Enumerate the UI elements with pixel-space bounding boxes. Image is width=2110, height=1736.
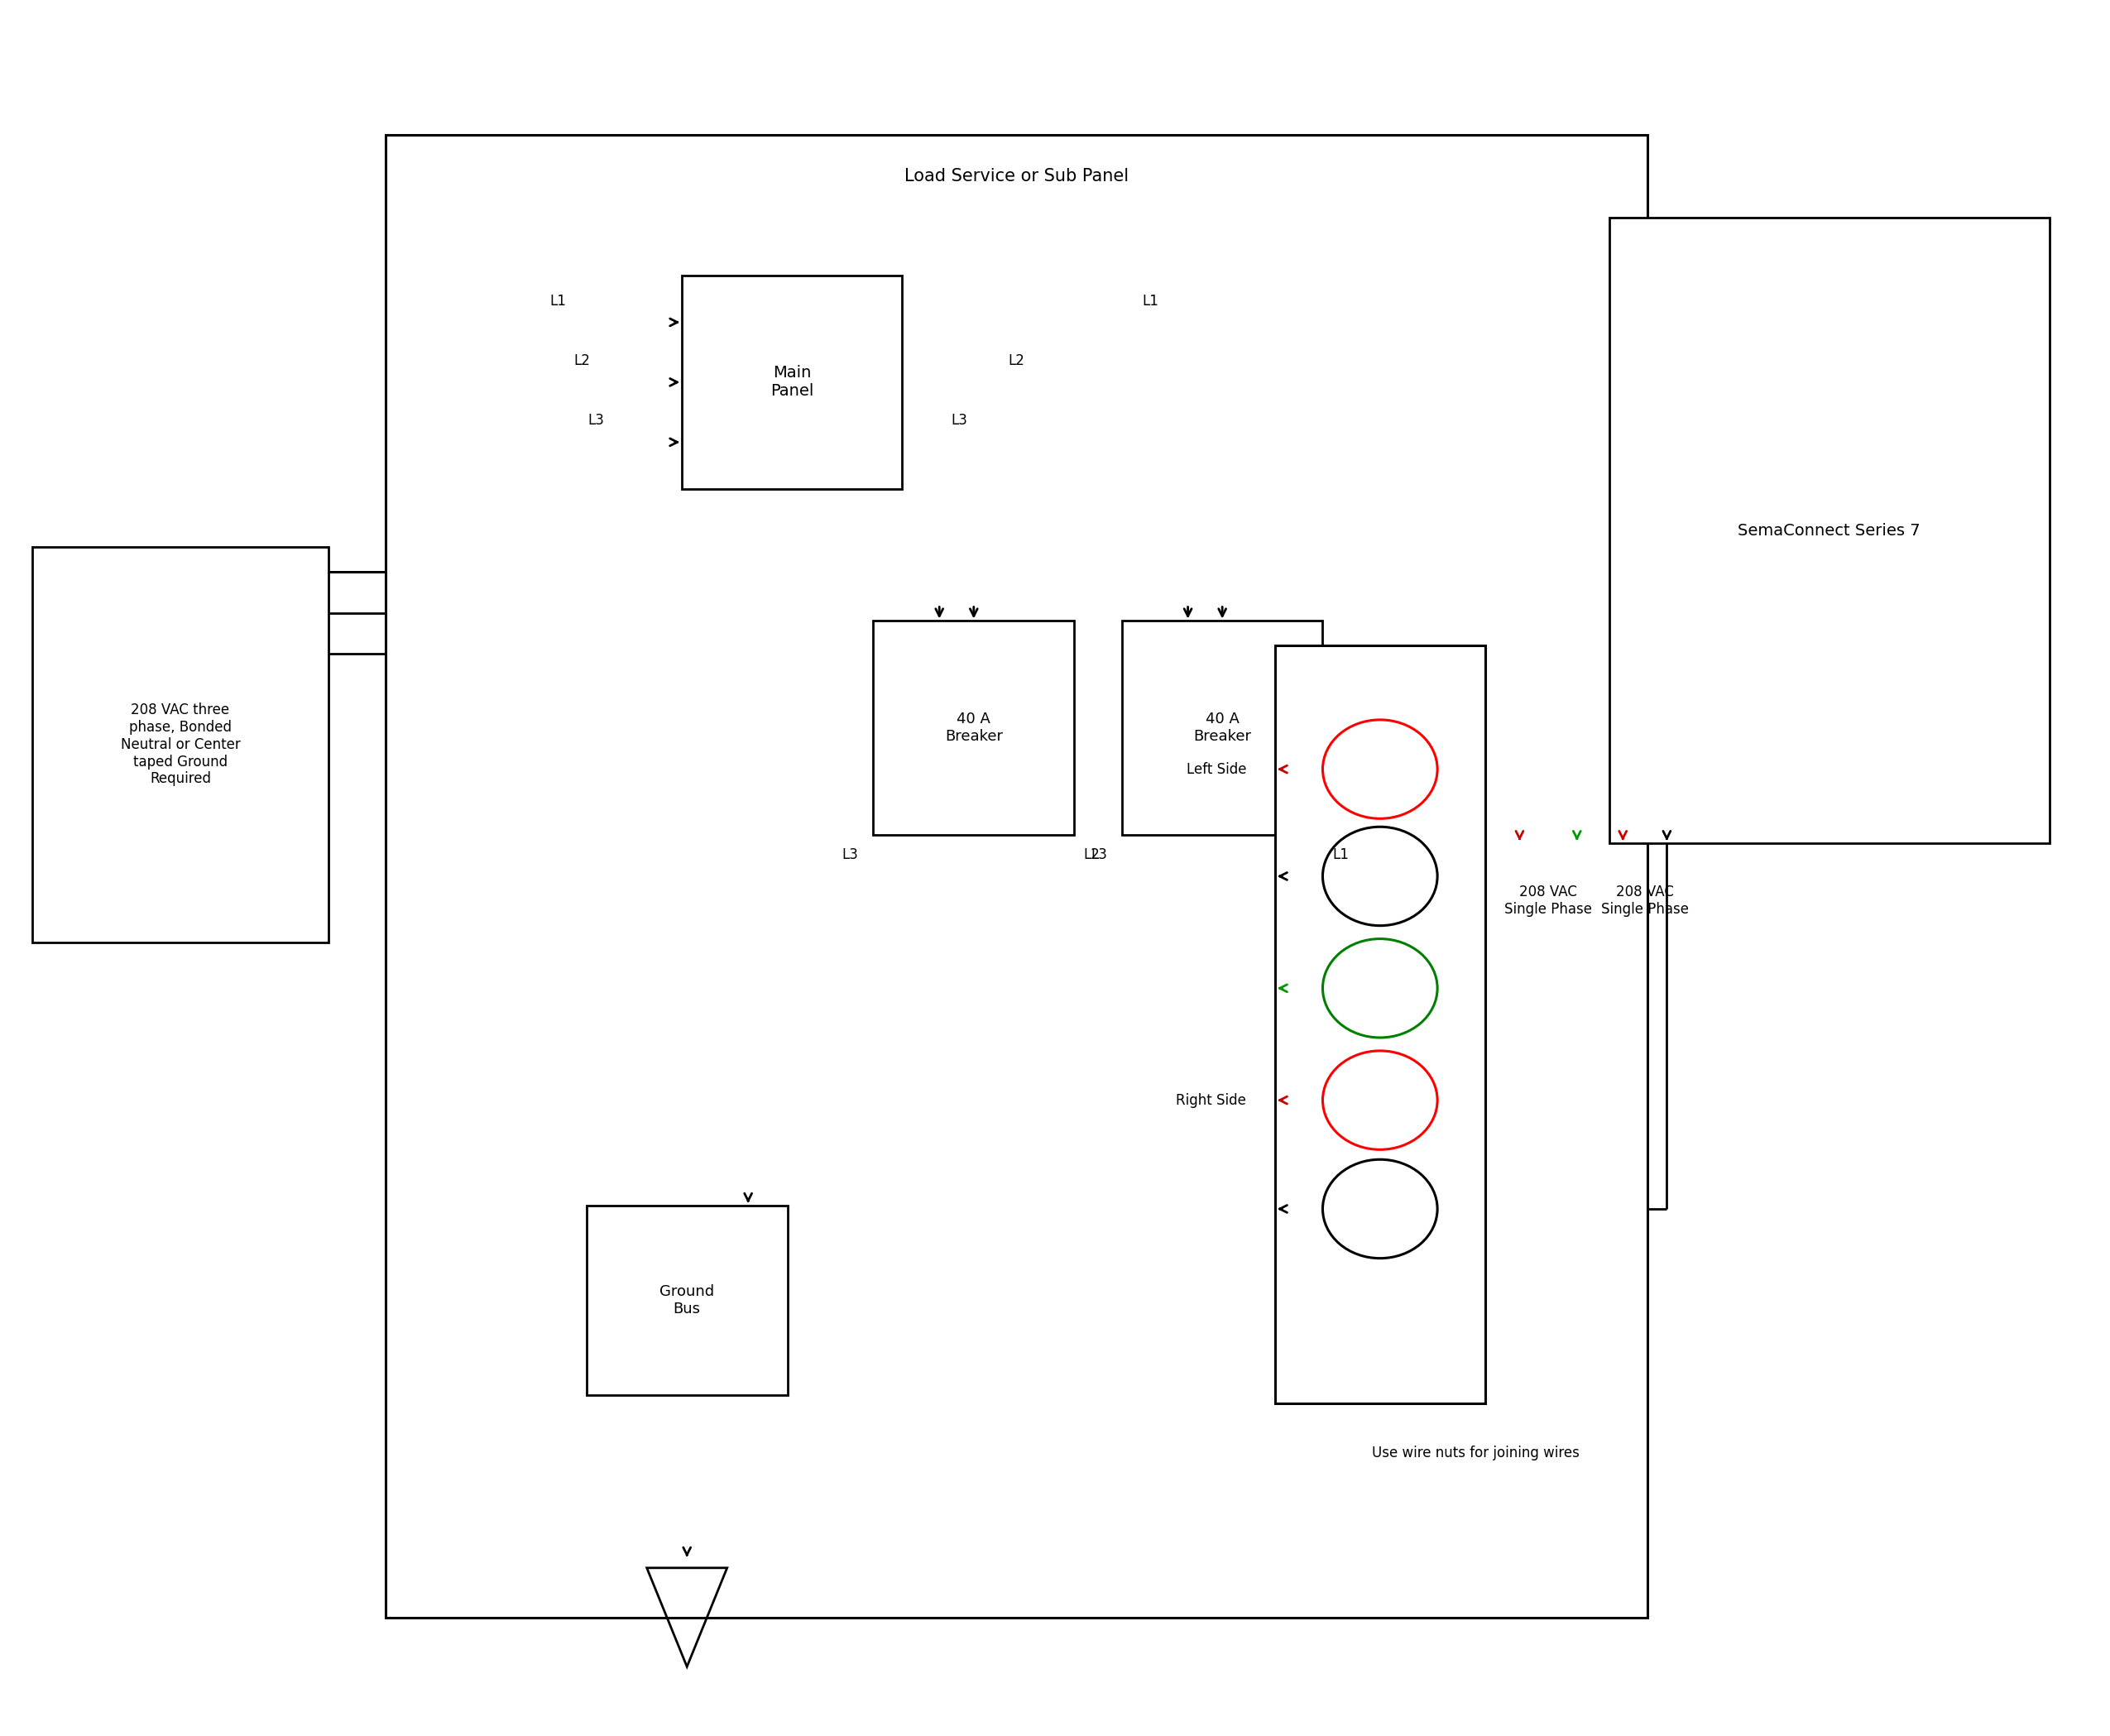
Circle shape: [1323, 1160, 1437, 1259]
Text: Ground
Bus: Ground Bus: [660, 1285, 715, 1316]
Text: 40 A
Breaker: 40 A Breaker: [945, 712, 1002, 745]
Text: 208 VAC
Single Phase: 208 VAC Single Phase: [1601, 885, 1688, 917]
Bar: [32, 547, 329, 943]
Bar: [1123, 621, 1323, 835]
Text: 40 A
Breaker: 40 A Breaker: [1194, 712, 1251, 745]
Text: SemaConnect Series 7: SemaConnect Series 7: [1739, 523, 1920, 538]
Circle shape: [1323, 1050, 1437, 1149]
Text: L2: L2: [1085, 847, 1099, 863]
Text: Right Side: Right Side: [1175, 1092, 1247, 1108]
Text: L3: L3: [1091, 847, 1108, 863]
Text: Left Side: Left Side: [1186, 762, 1247, 776]
Circle shape: [1323, 720, 1437, 819]
Text: 208 VAC
Single Phase: 208 VAC Single Phase: [1504, 885, 1593, 917]
Bar: [874, 621, 1074, 835]
Circle shape: [1323, 826, 1437, 925]
Bar: [682, 276, 903, 490]
Bar: [386, 135, 1648, 1618]
Text: Use wire nuts for joining wires: Use wire nuts for joining wires: [1372, 1444, 1580, 1460]
Text: L1: L1: [1142, 293, 1158, 309]
Bar: [587, 1205, 787, 1396]
Text: L1: L1: [1331, 847, 1348, 863]
Text: L3: L3: [589, 413, 603, 429]
Text: Main
Panel: Main Panel: [770, 365, 814, 399]
Text: L3: L3: [952, 413, 968, 429]
Text: 208 VAC three
phase, Bonded
Neutral or Center
taped Ground
Required: 208 VAC three phase, Bonded Neutral or C…: [120, 703, 241, 786]
Text: L2: L2: [574, 354, 591, 368]
Circle shape: [1323, 939, 1437, 1038]
Text: L1: L1: [551, 293, 565, 309]
Bar: [1274, 646, 1485, 1403]
Text: Load Service or Sub Panel: Load Service or Sub Panel: [905, 168, 1129, 184]
Bar: [1610, 217, 2049, 844]
Text: L2: L2: [1009, 354, 1025, 368]
Text: L3: L3: [842, 847, 859, 863]
